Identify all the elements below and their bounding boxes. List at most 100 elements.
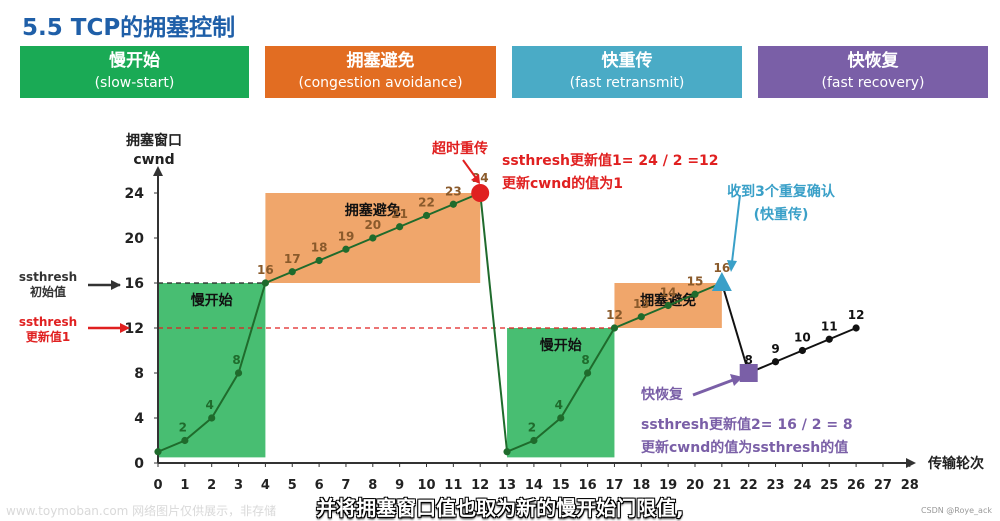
x-tick-label: 22: [740, 478, 758, 493]
data-label: 9: [771, 342, 779, 356]
data-label: 2: [179, 421, 187, 435]
data-label: 18: [311, 241, 328, 255]
note-update2-line1: ssthresh更新值2= 16 / 2 = 8: [641, 416, 853, 433]
phase-congestion-avoidance: 拥塞避免 (congestion avoidance): [265, 46, 496, 98]
data-point: [315, 256, 323, 265]
x-tick-label: 11: [444, 478, 462, 493]
phase-slow-start: 慢开始 (slow-start): [20, 46, 249, 98]
x-tick-label: 14: [525, 478, 543, 493]
x-tick-label: 3: [234, 478, 243, 493]
x-axis-arrowhead: [906, 458, 916, 468]
x-tick-label: 5: [288, 478, 297, 493]
data-label: 15: [687, 274, 704, 288]
credit: CSDN @Roye_ack: [920, 506, 992, 515]
phase-name: 拥塞避免: [346, 51, 415, 71]
data-label: 20: [364, 218, 381, 232]
subtitle-caption: 并将拥塞窗口值也取为新的慢开始门限值,: [316, 496, 684, 520]
x-tick-label: 24: [793, 478, 811, 493]
y-tick-label: 20: [125, 231, 145, 247]
data-point: [503, 448, 511, 456]
y-tick-label: 16: [125, 276, 144, 292]
region-label-1: 拥塞避免: [345, 202, 401, 219]
fast-retransmit-marker: [711, 272, 732, 291]
data-point: [637, 313, 645, 321]
timeout-arrowhead: [471, 174, 480, 184]
y-axis-title-2: cwnd: [133, 152, 174, 168]
data-point: [181, 436, 189, 445]
region-label-0: 慢开始: [191, 292, 233, 309]
data-point: [342, 245, 350, 253]
note-update2-line2: 更新cwnd的值为ssthresh的值: [641, 439, 848, 456]
data-label: 12: [606, 308, 623, 322]
data-label: 14: [660, 286, 677, 300]
threshold-initial-label-1: ssthresh: [19, 270, 77, 284]
x-tick-label: 15: [552, 478, 570, 493]
x-tick-label: 28: [901, 478, 919, 493]
watermark: www.toymoban.com 网络图片仅供展示，非存储: [6, 504, 277, 518]
data-label: 16: [257, 263, 274, 277]
data-point: [530, 436, 538, 445]
x-tick-label: 10: [417, 478, 435, 493]
phase-sub: (congestion avoidance): [298, 75, 463, 91]
data-point: [261, 279, 269, 287]
data-point: [396, 223, 404, 231]
region-2: [507, 328, 615, 458]
data-label: 4: [206, 398, 214, 412]
fast-recovery-label: 快恢复: [641, 386, 684, 403]
y-tick-label: 0: [134, 456, 144, 472]
x-tick-label: 21: [713, 478, 731, 493]
data-label: 17: [284, 252, 301, 266]
x-tick-label: 12: [471, 478, 489, 493]
data-label: 4: [555, 398, 563, 412]
region-label-2: 慢开始: [540, 337, 582, 354]
phase-sub: (slow-start): [94, 75, 175, 91]
fast-retransmit-arrowhead: [727, 260, 737, 272]
x-tick-label: 8: [368, 478, 377, 493]
data-label: 8: [232, 353, 240, 367]
phase-sub: (fast recovery): [821, 75, 925, 91]
x-tick-label: 4: [261, 478, 270, 493]
x-tick-label: 2: [207, 478, 216, 493]
data-point: [208, 414, 216, 422]
timeout-arrow: [462, 159, 477, 179]
x-tick-label: 1: [180, 478, 189, 493]
data-label: 2: [528, 421, 536, 435]
y-tick-label: 24: [125, 186, 145, 202]
y-axis-arrowhead: [153, 166, 163, 176]
phase-sub: (fast retransmit): [569, 75, 685, 91]
x-tick-label: 0: [153, 478, 162, 493]
x-axis-title: 传输轮次: [927, 455, 984, 472]
x-tick-label: 13: [498, 478, 516, 493]
fast-recovery-arrowhead: [730, 374, 743, 386]
x-tick-label: 23: [767, 478, 785, 493]
data-point: [798, 346, 807, 355]
x-tick-label: 26: [847, 478, 865, 493]
x-tick-label: 20: [686, 478, 704, 493]
threshold-updated-arrowhead: [120, 323, 130, 333]
data-label: 13: [633, 297, 650, 311]
data-point: [610, 324, 619, 332]
fast-retransmit-note-2: (快重传): [754, 206, 809, 223]
data-point: [584, 369, 592, 377]
y-tick-label: 4: [134, 411, 144, 427]
threshold-initial-label-2: 初始值: [30, 284, 66, 299]
phase-fast-retransmit: 快重传 (fast retransmit): [512, 46, 742, 98]
threshold-updated-label-2: 更新值1: [26, 329, 70, 344]
data-label: 10: [794, 331, 811, 345]
timeout-label: 超时重传: [431, 140, 488, 157]
x-tick-label: 18: [632, 478, 650, 493]
phase-name: 快恢复: [847, 51, 899, 71]
data-label: 19: [338, 229, 355, 243]
timeout-drop-line: [479, 192, 509, 452]
note-update1-line2: 更新cwnd的值为1: [502, 175, 623, 192]
x-tick-label: 7: [341, 478, 350, 493]
x-tick-label: 25: [820, 478, 838, 493]
phase-name: 快重传: [601, 51, 653, 71]
data-label: 12: [848, 308, 865, 322]
data-point: [825, 335, 833, 343]
x-tick-label: 6: [315, 478, 324, 493]
data-point: [154, 448, 162, 456]
data-point: [369, 234, 377, 242]
data-label: 8: [581, 353, 589, 367]
